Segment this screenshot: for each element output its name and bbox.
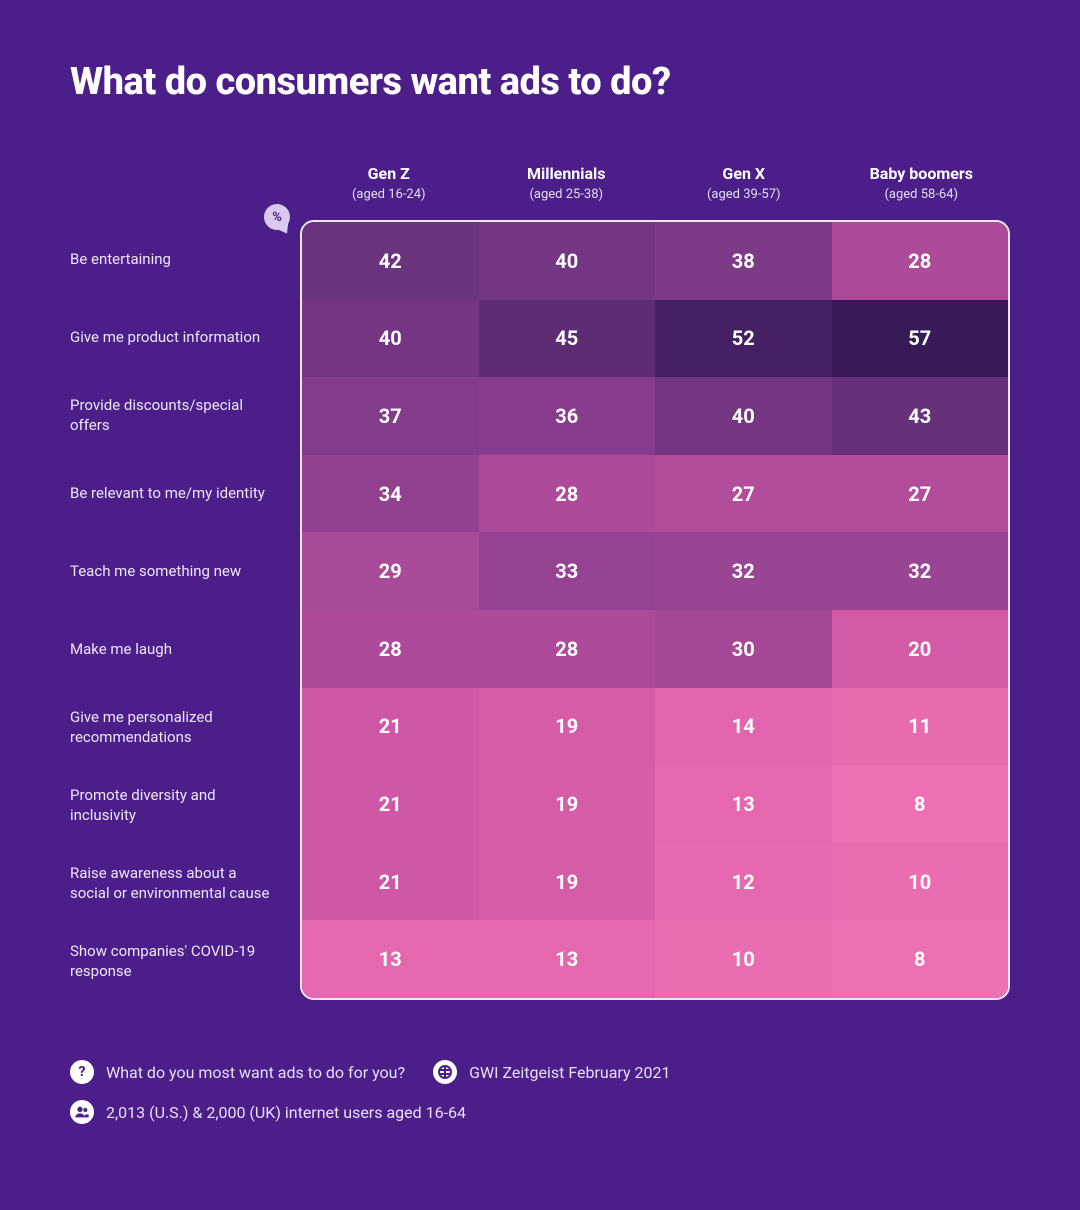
heatmap-cell: 52 xyxy=(655,300,832,378)
footer-question-text: What do you most want ads to do for you? xyxy=(106,1063,405,1082)
heatmap-cell: 14 xyxy=(655,688,832,766)
heatmap-row: 42403828 xyxy=(302,222,1008,300)
row-label: Show companies' COVID-19 response xyxy=(70,922,300,1000)
heatmap-body: Be entertainingGive me product informati… xyxy=(70,220,1010,1000)
heatmap-row: 1313108 xyxy=(302,920,1008,998)
heatmap-cell: 12 xyxy=(655,843,832,921)
heatmap-row: 37364043 xyxy=(302,377,1008,455)
heatmap-cell: 27 xyxy=(832,455,1009,533)
heatmap-cell: 8 xyxy=(832,920,1009,998)
column-header: Baby boomers (aged 58-64) xyxy=(833,164,1011,202)
row-label: Be relevant to me/my identity xyxy=(70,454,300,532)
heatmap-row: 28283020 xyxy=(302,610,1008,688)
heatmap-cell: 36 xyxy=(479,377,656,455)
heatmap-cell: 10 xyxy=(655,920,832,998)
header-spacer: % xyxy=(70,164,300,202)
heatmap-cell: 8 xyxy=(832,765,1009,843)
column-name: Gen Z xyxy=(300,164,478,183)
row-label: Provide discounts/special offers xyxy=(70,376,300,454)
column-subtitle: (aged 16-24) xyxy=(300,187,478,202)
heatmap-cell: 40 xyxy=(479,222,656,300)
heatmap-cell: 42 xyxy=(302,222,479,300)
heatmap-cell: 10 xyxy=(832,843,1009,921)
question-icon: ? xyxy=(70,1060,94,1084)
heatmap-cell: 28 xyxy=(302,610,479,688)
column-name: Gen X xyxy=(655,164,833,183)
heatmap-cell: 28 xyxy=(479,455,656,533)
heatmap-cell: 30 xyxy=(655,610,832,688)
heatmap-cell: 21 xyxy=(302,843,479,921)
column-header: Gen X (aged 39-57) xyxy=(655,164,833,202)
footer-sample: 2,013 (U.S.) & 2,000 (UK) internet users… xyxy=(70,1100,466,1124)
heatmap-cell: 13 xyxy=(479,920,656,998)
heatmap-row: 40455257 xyxy=(302,300,1008,378)
heatmap-cell: 40 xyxy=(655,377,832,455)
row-label: Teach me something new xyxy=(70,532,300,610)
heatmap-row: 21191210 xyxy=(302,843,1008,921)
heatmap-row: 29333232 xyxy=(302,532,1008,610)
heatmap-cell: 21 xyxy=(302,688,479,766)
heatmap-chart: % Gen Z (aged 16-24)Millennials (aged 25-3… xyxy=(70,164,1010,1000)
heatmap-cell: 27 xyxy=(655,455,832,533)
footer-question: ? What do you most want ads to do for yo… xyxy=(70,1060,405,1084)
heatmap-cell: 28 xyxy=(832,222,1009,300)
heatmap-cell: 21 xyxy=(302,765,479,843)
heatmap-cell: 19 xyxy=(479,843,656,921)
heatmap-cell: 19 xyxy=(479,765,656,843)
column-subtitle: (aged 25-38) xyxy=(478,187,656,202)
heatmap-cell: 33 xyxy=(479,532,656,610)
heatmap-cell: 57 xyxy=(832,300,1009,378)
heatmap-cell: 32 xyxy=(832,532,1009,610)
column-header-row: % Gen Z (aged 16-24)Millennials (aged 25-3… xyxy=(70,164,1010,202)
row-label: Raise awareness about a social or enviro… xyxy=(70,844,300,922)
heatmap-cell: 38 xyxy=(655,222,832,300)
column-subtitle: (aged 58-64) xyxy=(833,187,1011,202)
column-header: Gen Z (aged 16-24) xyxy=(300,164,478,202)
people-icon xyxy=(70,1100,94,1124)
row-label: Give me product information xyxy=(70,298,300,376)
heatmap-cell: 45 xyxy=(479,300,656,378)
source-icon xyxy=(433,1060,457,1084)
heatmap-row: 21191411 xyxy=(302,688,1008,766)
heatmap-cell: 40 xyxy=(302,300,479,378)
heatmap-cell: 37 xyxy=(302,377,479,455)
row-label: Be entertaining xyxy=(70,220,300,298)
chart-title: What do consumers want ads to do? xyxy=(70,60,1010,104)
heatmap-cell: 11 xyxy=(832,688,1009,766)
heatmap-cell: 32 xyxy=(655,532,832,610)
heatmap-cell: 28 xyxy=(479,610,656,688)
row-label: Give me personalized recommendations xyxy=(70,688,300,766)
column-name: Millennials xyxy=(478,164,656,183)
column-subtitle: (aged 39-57) xyxy=(655,187,833,202)
row-label: Promote diversity and inclusivity xyxy=(70,766,300,844)
heatmap-row: 34282727 xyxy=(302,455,1008,533)
heatmap-cell: 13 xyxy=(302,920,479,998)
heatmap-cell: 19 xyxy=(479,688,656,766)
footer-source: GWI Zeitgeist February 2021 xyxy=(433,1060,670,1084)
percent-icon: % xyxy=(264,204,290,230)
heatmap-cell: 29 xyxy=(302,532,479,610)
chart-footer: ? What do you most want ads to do for yo… xyxy=(70,1060,1010,1124)
heatmap-cell: 20 xyxy=(832,610,1009,688)
heatmap-cell: 43 xyxy=(832,377,1009,455)
heatmap-cell: 34 xyxy=(302,455,479,533)
column-header: Millennials (aged 25-38) xyxy=(478,164,656,202)
footer-sample-text: 2,013 (U.S.) & 2,000 (UK) internet users… xyxy=(106,1103,466,1122)
row-label: Make me laugh xyxy=(70,610,300,688)
column-name: Baby boomers xyxy=(833,164,1011,183)
heatmap-row: 2119138 xyxy=(302,765,1008,843)
footer-source-text: GWI Zeitgeist February 2021 xyxy=(469,1063,670,1082)
heatmap-cell: 13 xyxy=(655,765,832,843)
